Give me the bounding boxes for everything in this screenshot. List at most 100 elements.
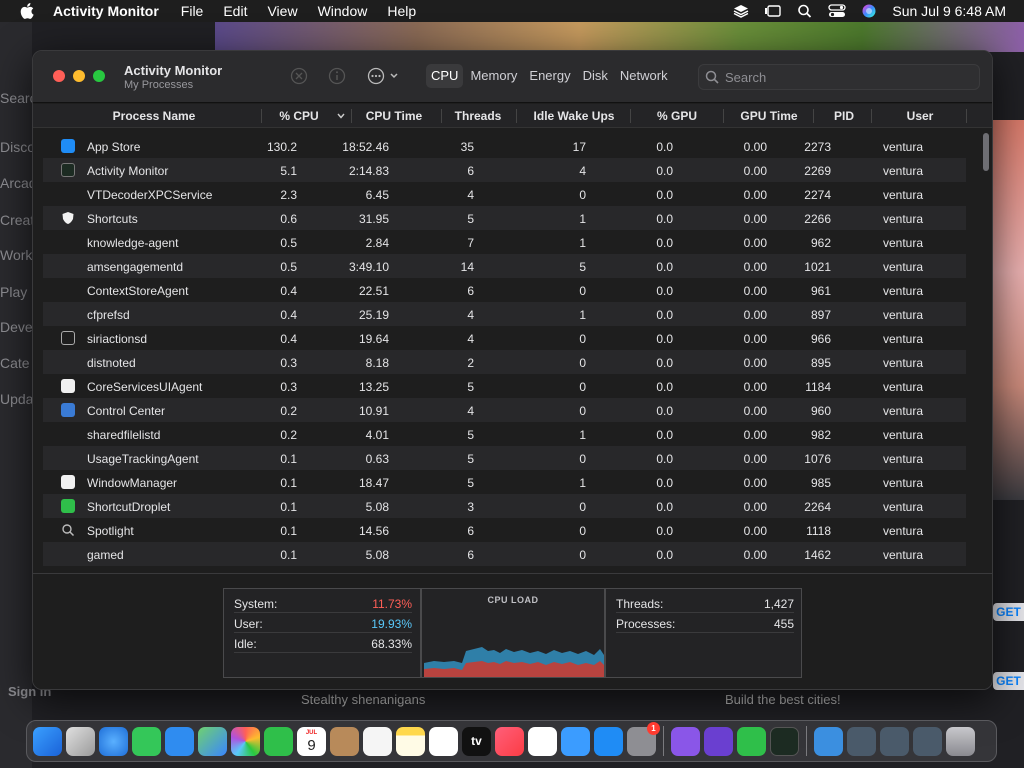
column-user[interactable]: User xyxy=(906,109,934,123)
column-gpu-percent[interactable]: % GPU xyxy=(656,109,697,123)
trash-icon[interactable] xyxy=(946,726,975,756)
cell-wake: 17 xyxy=(572,140,586,154)
column-cpu-percent[interactable]: % CPU xyxy=(279,109,319,123)
news-icon[interactable] xyxy=(528,726,557,756)
column-pid[interactable]: PID xyxy=(833,109,854,123)
column-process-name[interactable]: Process Name xyxy=(112,109,196,123)
launchpad-icon[interactable] xyxy=(66,726,95,756)
search-field[interactable] xyxy=(698,64,980,90)
process-name: siriactionsd xyxy=(87,332,148,346)
column-gpu-time[interactable]: GPU Time xyxy=(740,109,798,123)
table-scrollbar[interactable] xyxy=(981,131,990,571)
more-actions-icon[interactable] xyxy=(367,67,403,85)
sort-descending-icon[interactable] xyxy=(337,113,345,119)
menu-window[interactable]: Window xyxy=(317,3,368,19)
mail-icon[interactable] xyxy=(165,726,194,756)
maps-icon[interactable] xyxy=(198,726,227,756)
calendar-icon[interactable]: JUL 9 xyxy=(297,726,326,756)
facetime-icon[interactable] xyxy=(264,726,293,756)
processes-stat: Processes: 455 xyxy=(616,613,794,633)
table-row[interactable]: VTDecoderXPCService 2.3 6.45 4 0 0.0 0.00 2274 v… xyxy=(43,182,966,206)
table-row[interactable]: Activity Monitor 5.1 2:14.83 6 4 0.0 0.00 2269 v… xyxy=(43,158,966,182)
get-button[interactable]: GET xyxy=(993,603,1024,621)
column-idle-wake-ups[interactable]: Idle Wake Ups xyxy=(533,109,615,123)
close-button[interactable] xyxy=(53,70,65,82)
tab-network[interactable]: Network xyxy=(619,68,668,83)
shortcut-droplet-icon[interactable] xyxy=(737,726,766,756)
menu-app-name[interactable]: Activity Monitor xyxy=(53,3,159,19)
siri-icon[interactable] xyxy=(860,4,878,18)
cell-cpu: 0.1 xyxy=(280,548,297,562)
menu-help[interactable]: Help xyxy=(387,3,417,19)
tab-bar: CPU Memory Energy Disk Network xyxy=(426,64,675,88)
search-icon[interactable] xyxy=(796,4,814,18)
minimize-button[interactable] xyxy=(73,70,85,82)
table-row[interactable]: distnoted 0.3 8.18 2 0 0.0 0.00 895 ventura xyxy=(43,350,966,374)
table-row[interactable]: App Store 130.2 18:52.46 35 17 0.0 0.00 2273 ven… xyxy=(43,134,966,158)
tab-cpu[interactable]: CPU xyxy=(426,64,464,88)
window-thumbnail-icon[interactable] xyxy=(847,726,876,756)
menu-edit[interactable]: Edit xyxy=(223,3,248,19)
menu-file[interactable]: File xyxy=(180,3,204,19)
layers-icon[interactable] xyxy=(732,4,750,18)
search-input[interactable] xyxy=(725,69,965,85)
reminders-icon[interactable] xyxy=(363,726,392,756)
zoom-button[interactable] xyxy=(93,70,105,82)
system-settings-icon[interactable]: 1 xyxy=(627,721,660,756)
tab-disk[interactable]: Disk xyxy=(582,68,608,83)
window-thumbnail-icon[interactable] xyxy=(913,726,942,756)
cell-wake: 0 xyxy=(579,452,586,466)
window-thumbnail-icon[interactable] xyxy=(880,726,909,756)
menu-view[interactable]: View xyxy=(267,3,298,19)
apple-icon[interactable] xyxy=(20,3,34,19)
app-store-icon[interactable] xyxy=(594,726,623,756)
music-icon[interactable] xyxy=(495,726,524,756)
notes-icon[interactable] xyxy=(396,726,425,756)
column-threads[interactable]: Threads xyxy=(454,109,502,123)
photos-icon[interactable] xyxy=(231,726,260,756)
activity-monitor-icon[interactable] xyxy=(770,726,799,756)
tab-energy[interactable]: Energy xyxy=(529,68,571,83)
table-row[interactable]: sharedfilelistd 0.2 4.01 5 1 0.0 0.00 982 ventur… xyxy=(43,422,966,446)
table-row[interactable]: Spotlight 0.1 14.56 6 0 0.0 0.00 1118 ventura xyxy=(43,518,966,542)
cell-gtime: 0.00 xyxy=(743,500,767,514)
keynote-icon[interactable] xyxy=(561,726,590,756)
cell-user: ventura xyxy=(883,548,924,562)
get-button-2[interactable]: GET xyxy=(993,672,1024,690)
table-row[interactable]: CoreServicesUIAgent 0.3 13.25 5 0 0.0 0.00 1184… xyxy=(43,374,966,398)
shortcuts-icon[interactable] xyxy=(704,726,733,756)
apple-tv-icon[interactable]: tv xyxy=(462,726,491,756)
finder-icon[interactable] xyxy=(33,726,62,756)
cell-threads: 2 xyxy=(467,356,474,370)
screen-sharing-icon[interactable] xyxy=(671,726,700,756)
safari-icon[interactable] xyxy=(99,726,128,756)
table-row[interactable]: Shortcuts 0.6 31.95 5 1 0.0 0.00 2266 ventura xyxy=(43,206,966,230)
table-row[interactable]: ShortcutDroplet 0.1 5.08 3 0 0.0 0.00 2264 ventu… xyxy=(43,494,966,518)
table-row[interactable]: Control Center 0.2 10.91 4 0 0.0 0.00 960 ventur… xyxy=(43,398,966,422)
stop-process-icon[interactable] xyxy=(290,67,308,85)
table-row[interactable]: UsageTrackingAgent 0.1 0.63 5 0 0.0 0.00 1076 ve… xyxy=(43,446,966,470)
table-row[interactable]: knowledge-agent 0.5 2.84 7 1 0.0 0.00 962 ventur… xyxy=(43,230,966,254)
stage-manager-icon[interactable] xyxy=(764,4,782,18)
table-row[interactable]: WindowManager 0.1 18.47 5 1 0.0 0.00 985 ventura xyxy=(43,470,966,494)
table-row[interactable]: gamed 0.1 5.08 6 0 0.0 0.00 1462 ventura xyxy=(43,542,966,566)
table-row[interactable]: siriactionsd 0.4 19.64 4 0 0.0 0.00 966 ventura xyxy=(43,326,966,350)
cell-wake: 4 xyxy=(579,164,586,178)
table-row[interactable]: amsengagementd 0.5 3:49.10 14 5 0.0 0.00 1021 ve… xyxy=(43,254,966,278)
info-icon[interactable] xyxy=(328,67,346,85)
menubar-clock[interactable]: Sun Jul 9 6:48 AM xyxy=(892,3,1006,19)
process-name: ContextStoreAgent xyxy=(87,284,189,298)
scrollbar-thumb[interactable] xyxy=(983,133,989,171)
table-row[interactable]: cfprefsd 0.4 25.19 4 1 0.0 0.00 897 ventura xyxy=(43,302,966,326)
contacts-icon[interactable] xyxy=(330,726,359,756)
column-cpu-time[interactable]: CPU Time xyxy=(365,109,423,123)
control-center-icon[interactable] xyxy=(828,4,847,18)
cell-pid: 895 xyxy=(810,356,831,370)
tab-memory[interactable]: Memory xyxy=(470,68,518,83)
cell-wake: 1 xyxy=(579,308,586,322)
window-subtitle[interactable]: My Processes xyxy=(124,79,194,91)
messages-icon[interactable] xyxy=(132,726,161,756)
freeform-icon[interactable] xyxy=(429,726,458,756)
table-row[interactable]: ContextStoreAgent 0.4 22.51 6 0 0.0 0.00 961 ven… xyxy=(43,278,966,302)
downloads-folder-icon[interactable] xyxy=(814,726,843,756)
